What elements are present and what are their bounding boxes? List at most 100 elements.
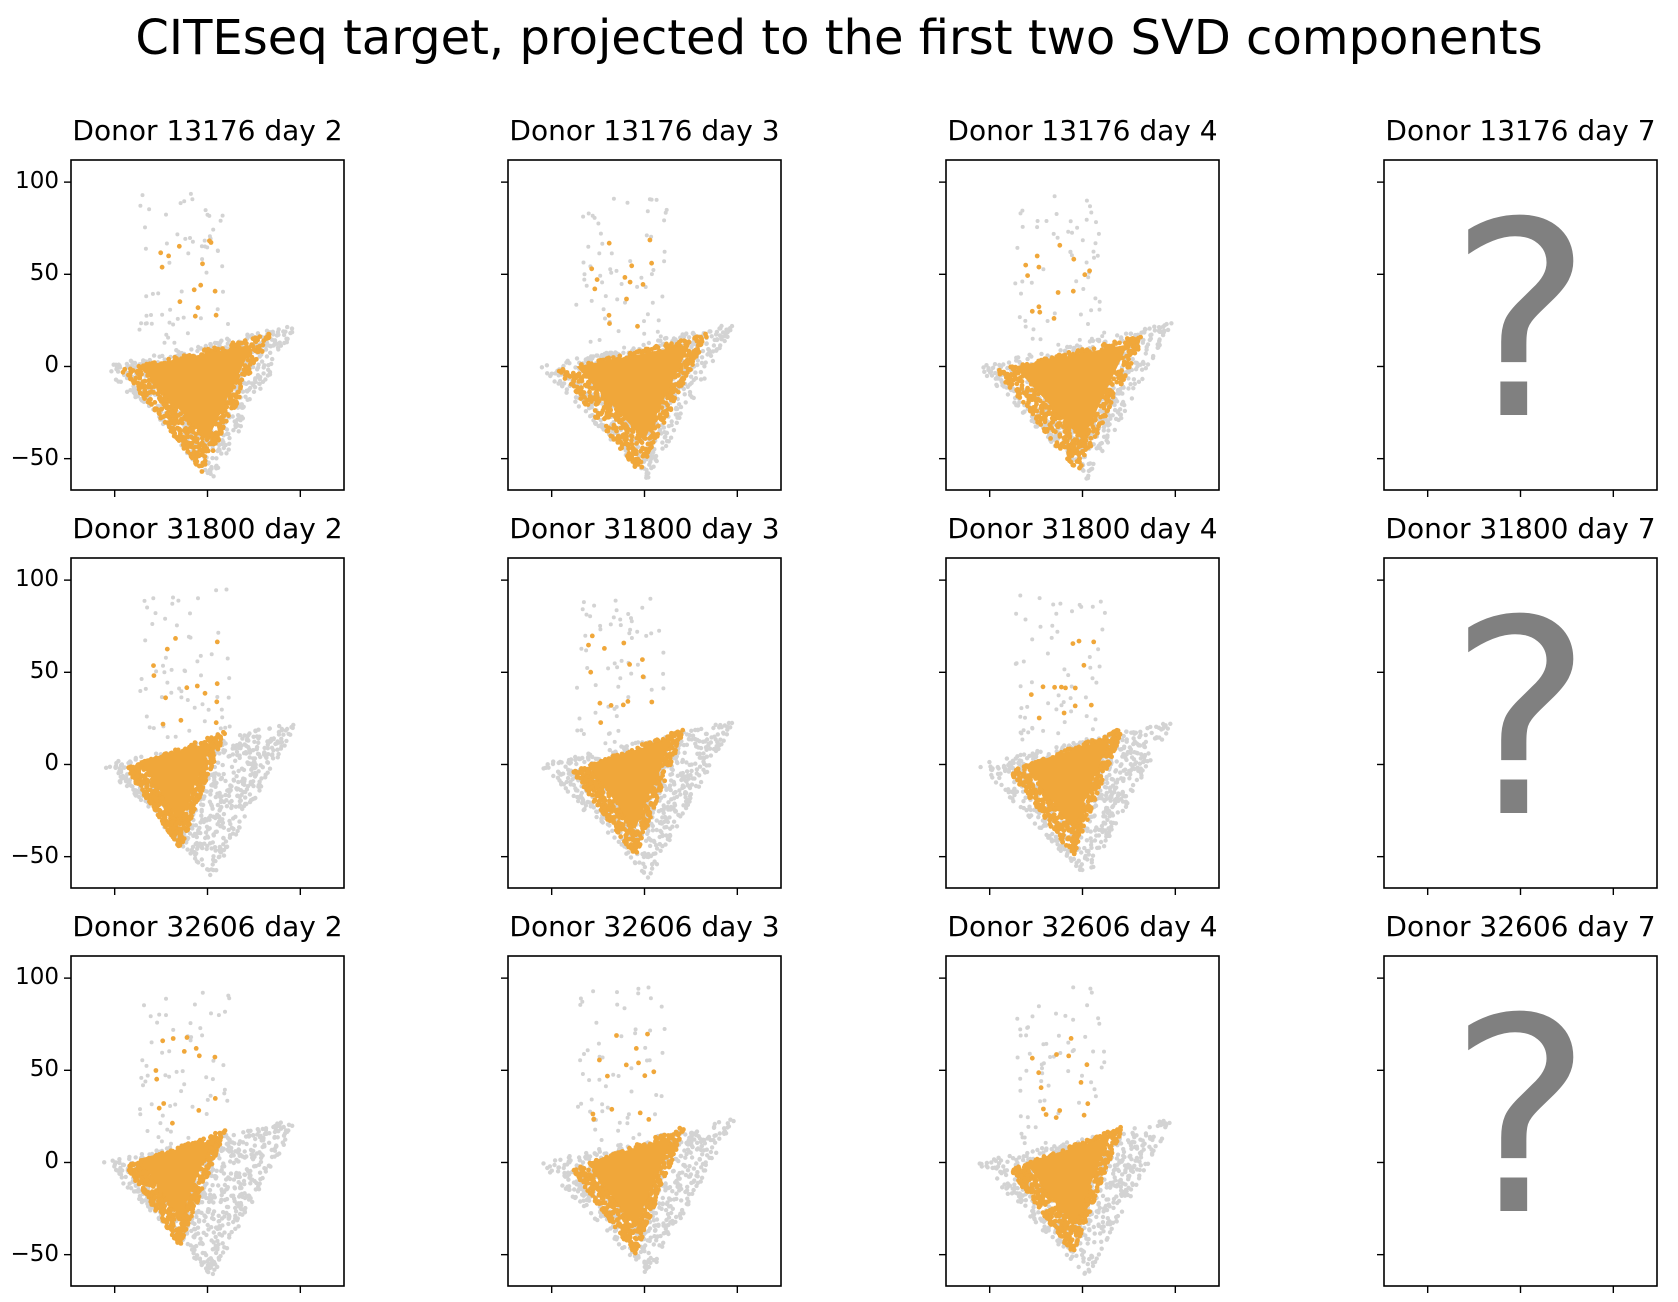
orange-point [606, 240, 612, 246]
y-tick-label: −50 [10, 842, 59, 869]
gray-point [227, 441, 232, 446]
gray-point [601, 307, 606, 312]
gray-point [583, 409, 589, 414]
gray-point [981, 365, 986, 370]
gray-point [564, 387, 570, 392]
gray-point [195, 348, 200, 354]
orange-point [587, 385, 592, 390]
gray-point [573, 399, 578, 404]
gray-point [124, 389, 130, 394]
gray-point [668, 435, 674, 440]
orange-point [1079, 463, 1084, 468]
gray-point [650, 300, 655, 305]
gray-point [1128, 382, 1133, 387]
gray-point [1128, 331, 1134, 336]
orange-point [1095, 427, 1100, 432]
y-tick-label: 50 [29, 1056, 59, 1083]
gray-point [545, 371, 550, 376]
orange-point [152, 407, 158, 413]
gray-point [257, 381, 262, 386]
gray-point [202, 238, 207, 243]
gray-point [706, 347, 711, 352]
gray-point [1157, 338, 1162, 344]
orange-point [1021, 399, 1026, 405]
gray-point [651, 268, 656, 272]
gray-point [225, 336, 230, 341]
orange-point [1138, 334, 1143, 340]
orange-point [1024, 403, 1030, 409]
gray-point [699, 355, 705, 360]
gray-point [656, 338, 661, 343]
gray-point [160, 312, 165, 317]
gray-point [162, 340, 167, 345]
gray-point [598, 273, 603, 278]
orange-point [150, 389, 156, 395]
orange-point [676, 380, 682, 386]
gray-point [1135, 364, 1140, 369]
gray-point [217, 442, 222, 447]
orange-point [1076, 444, 1082, 450]
gray-point [1131, 377, 1137, 382]
orange-point [237, 381, 243, 386]
gray-point [628, 259, 633, 264]
gray-point [1005, 392, 1011, 397]
orange-point [176, 243, 182, 249]
gray-point [1023, 318, 1028, 323]
orange-point [198, 282, 204, 288]
gray-point [695, 362, 700, 368]
panel-title: Donor 31800 day 4 [947, 512, 1218, 545]
gray-point [1102, 330, 1107, 335]
orange-point [188, 434, 194, 440]
orange-point [607, 321, 612, 326]
gray-point [1084, 260, 1089, 265]
gray-point [714, 337, 720, 343]
gray-point [669, 422, 674, 428]
gray-point [662, 430, 667, 435]
gray-point [181, 315, 186, 320]
gray-point [1045, 319, 1050, 323]
orange-point [640, 446, 645, 452]
panel-title: Donor 31800 day 3 [509, 512, 780, 545]
gray-point [151, 353, 157, 358]
y-tick-label: −50 [10, 444, 59, 471]
gray-point [1081, 468, 1086, 473]
gray-point [227, 435, 232, 441]
gray-point [1068, 219, 1073, 224]
orange-point [196, 463, 202, 469]
orange-point [177, 299, 183, 305]
orange-point [208, 240, 214, 245]
gray-point [207, 213, 212, 218]
gray-point [1091, 249, 1096, 254]
orange-point [640, 282, 646, 287]
orange-point [1104, 400, 1109, 405]
gray-point [997, 362, 1002, 368]
gray-point [644, 233, 649, 238]
orange-point [1126, 364, 1132, 370]
orange-point [169, 426, 175, 432]
orange-point [1043, 413, 1048, 419]
orange-point [634, 441, 639, 446]
orange-point [631, 458, 637, 464]
panel-title: Donor 13176 day 4 [947, 114, 1218, 147]
orange-point [652, 434, 658, 439]
orange-point [242, 372, 247, 377]
gray-point [259, 359, 265, 364]
gray-point [989, 373, 995, 378]
gray-point [699, 360, 705, 366]
gray-point [224, 451, 229, 456]
orange-point [578, 375, 583, 380]
orange-point [668, 397, 674, 403]
gray-point [203, 208, 208, 213]
gray-point [1069, 253, 1074, 258]
gray-point [238, 418, 243, 423]
gray-point [982, 369, 987, 374]
gray-point [682, 392, 687, 397]
gray-point [645, 312, 650, 317]
y-tick-label: 0 [44, 352, 59, 379]
gray-point [215, 248, 220, 253]
gray-point [1140, 376, 1145, 382]
gray-point [581, 260, 586, 265]
gray-point [1015, 245, 1020, 250]
orange-point [199, 469, 205, 474]
y-tick-label: 50 [29, 260, 59, 287]
